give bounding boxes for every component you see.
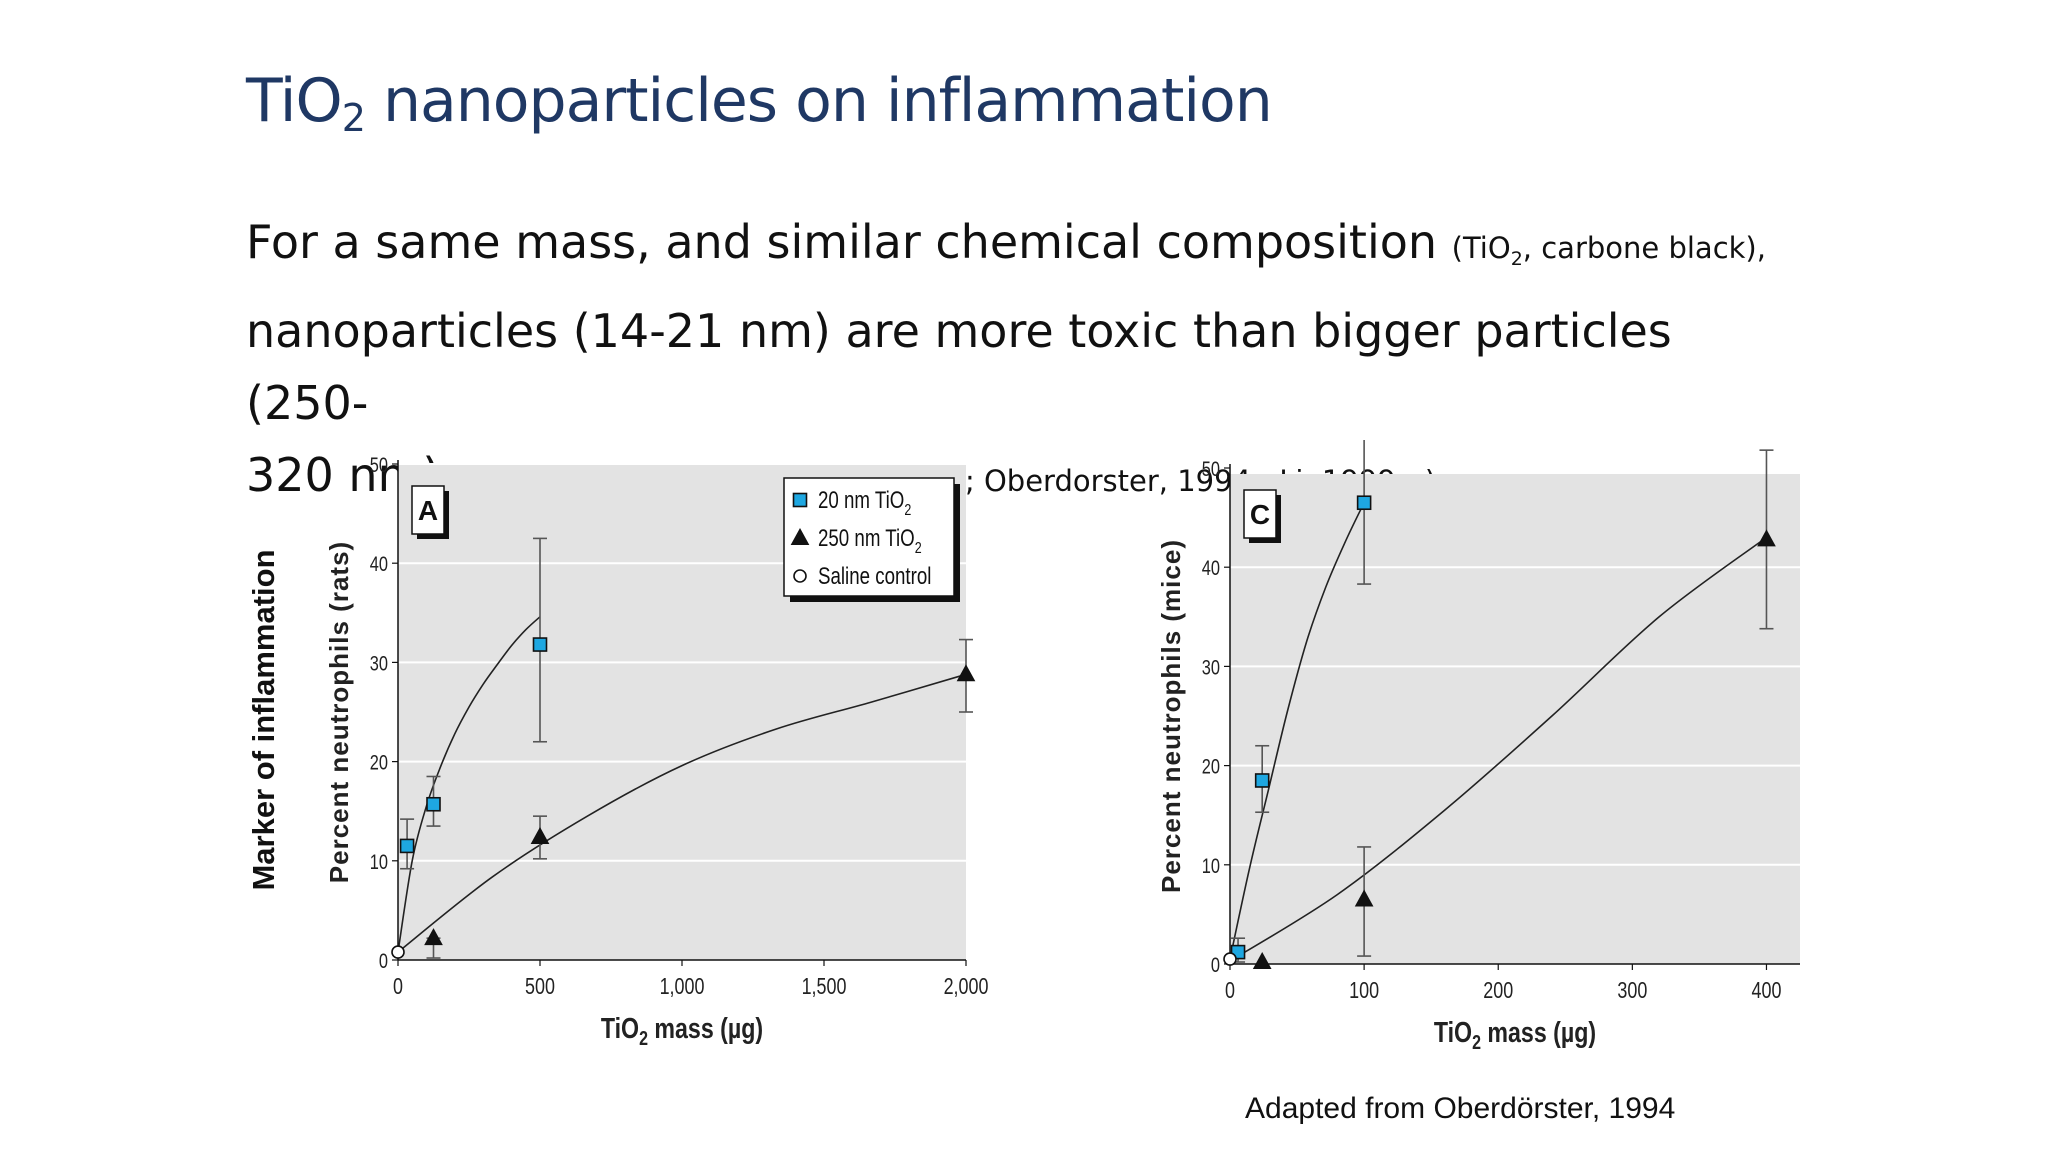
triangle-data-point — [1252, 951, 1272, 970]
legend-circle-marker — [793, 569, 807, 583]
panel-label-box — [411, 485, 445, 535]
x-tick-label: 200 — [1483, 978, 1513, 1004]
x-tick-label: 400 — [1752, 978, 1782, 1004]
y-axis-title: Percent neutrophils (mice) — [1156, 539, 1186, 893]
slide-title: TiO2 nanoparticles on inflammation — [246, 66, 1273, 140]
x-axis-title: TiO2 mass (µg) — [601, 1011, 763, 1049]
y-tick-label: 20 — [1202, 755, 1220, 778]
x-tick-label: 0 — [1225, 978, 1235, 1004]
legend-square-marker — [792, 492, 808, 508]
square-data-point — [532, 637, 548, 652]
square-data-point — [1356, 495, 1372, 511]
y-tick-label: 0 — [1211, 953, 1220, 976]
x-tick-label: 1,000 — [660, 974, 705, 1000]
triangle-data-point — [1354, 889, 1374, 907]
y-tick-label: 10 — [1202, 854, 1220, 877]
triangle-data-point — [956, 664, 976, 682]
plot-background — [1230, 474, 1800, 964]
circle-data-point — [391, 945, 405, 959]
source-caption: Adapted from Oberdörster, 1994 — [1245, 1092, 1676, 1125]
circle-data-point — [1223, 952, 1237, 966]
title-rest: nanoparticles on inflammation — [364, 66, 1273, 136]
y-tick-label: 40 — [370, 552, 388, 575]
square-data-point — [399, 838, 415, 854]
x-tick-label: 2,000 — [944, 974, 989, 1000]
legend-triangle-marker — [790, 527, 810, 545]
y-tick-label: 20 — [370, 751, 388, 774]
x-axis-title: TiO2 mass (µg) — [1434, 1015, 1596, 1053]
body-line1: For a same mass, and similar chemical co… — [246, 215, 1452, 269]
x-tick-label: 500 — [525, 974, 555, 1000]
body-line2: nanoparticles (14-21 nm) are more toxic … — [246, 303, 1672, 430]
title-subscript: 2 — [341, 96, 366, 140]
square-fit-curve — [1229, 502, 1365, 960]
legend-box — [783, 477, 955, 597]
y-tick-label: 40 — [1202, 556, 1220, 579]
body-line1-note: (TiO2, carbone black), — [1451, 231, 1766, 270]
y-tick-label: 10 — [370, 850, 388, 873]
panel-label-box — [1243, 489, 1277, 539]
triangle-data-point — [1757, 529, 1776, 547]
triangle-fit-curve — [397, 673, 967, 953]
y-tick-label: 50 — [1202, 457, 1220, 480]
title-main: TiO — [246, 66, 343, 136]
chart-panel-a: 0 10 20 30 40 50 0 500 1,000 1,500 2,000 TiO2 mass … — [240, 440, 1000, 1080]
body-paragraph: For a same mass, and similar chemical co… — [246, 206, 1806, 517]
square-data-point — [1254, 773, 1270, 788]
square-fit-curve — [397, 616, 541, 953]
y-tick-label: 0 — [379, 949, 388, 972]
square-data-point — [426, 796, 441, 812]
y-tick-label: 30 — [370, 651, 388, 674]
x-tick-label: 1,500 — [802, 974, 847, 1000]
body-line1-note-a: (TiO — [1451, 231, 1511, 265]
body-line1-note-b: , carbone black), — [1522, 231, 1766, 265]
chart-c-svg: 0 10 20 30 40 50 0 100 200 300 400 TiO2 mass (µg) Pe… — [1156, 440, 1800, 1053]
triangle-data-point — [530, 826, 550, 844]
chart-panel-c: 0 10 20 30 40 50 0 100 200 300 400 TiO2 mass (µg) Pe… — [1140, 440, 1840, 1080]
triangle-data-point — [424, 928, 443, 946]
legend-item-label: Saline control — [818, 563, 931, 590]
legend-item-label: 20 nm TiO2 — [818, 487, 911, 520]
y-tick-label: 30 — [1202, 655, 1220, 678]
x-tick-label: 300 — [1617, 978, 1647, 1004]
y-tick-label: 50 — [370, 453, 388, 476]
panel-label: C — [1250, 499, 1270, 530]
x-tick-label: 100 — [1349, 978, 1379, 1004]
triangle-fit-curve — [1229, 536, 1767, 962]
y-axis-title: Percent neutrophils (rats) — [324, 541, 354, 883]
panel-label: A — [418, 495, 438, 526]
x-tick-label: 0 — [393, 974, 403, 1000]
body-line1-note-sub: 2 — [1510, 247, 1523, 270]
legend-item-label: 250 nm TiO2 — [818, 525, 922, 558]
